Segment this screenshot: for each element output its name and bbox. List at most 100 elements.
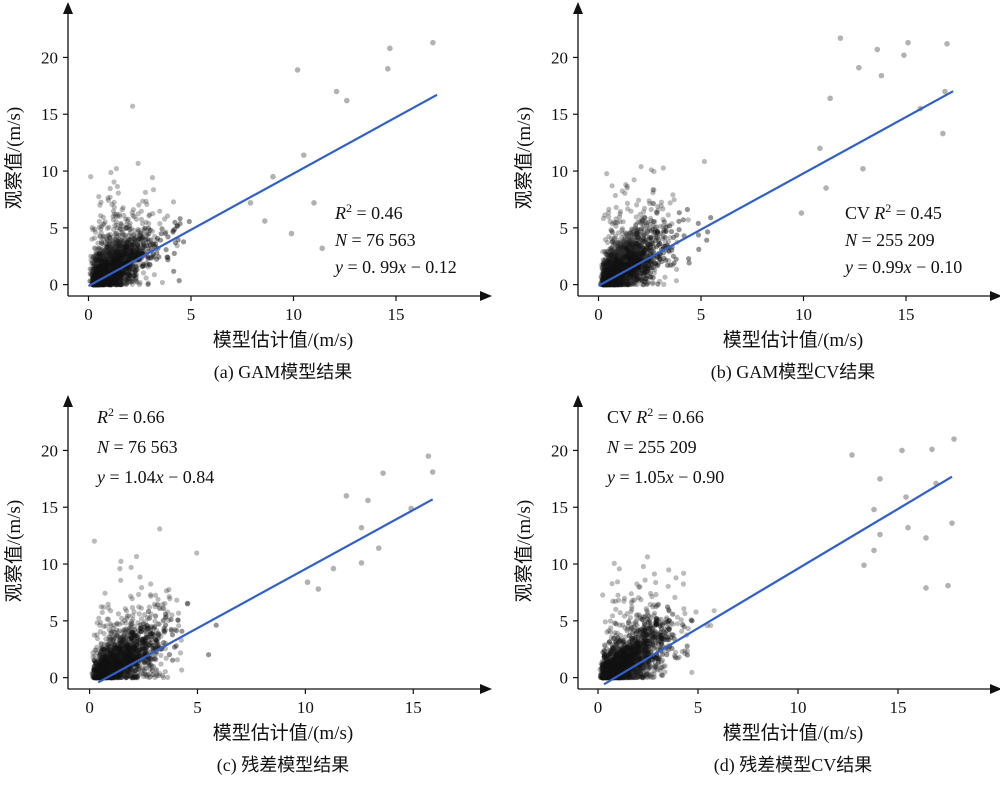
- scatter-point: [128, 667, 134, 673]
- scatter-point: [629, 268, 635, 274]
- scatter-point: [96, 257, 102, 263]
- scatter-point: [113, 280, 119, 286]
- scatter-point: [604, 259, 610, 265]
- scatter-point: [625, 257, 631, 263]
- scatter-point: [103, 258, 110, 264]
- scatter-point: [637, 256, 643, 263]
- scatter-point: [99, 282, 105, 288]
- scatter-point: [117, 270, 123, 276]
- scatter-point: [160, 601, 166, 607]
- scatter-point: [633, 250, 639, 256]
- scatter-point: [127, 646, 133, 652]
- scatter-point: [122, 656, 128, 663]
- scatter-point: [112, 674, 118, 680]
- scatter-point: [147, 261, 153, 267]
- scatter-point: [98, 670, 104, 677]
- scatter-point: [613, 279, 619, 285]
- scatter-point: [117, 259, 123, 265]
- scatter-point: [612, 254, 618, 260]
- scatter-point: [108, 663, 114, 669]
- scatter-point: [147, 255, 153, 261]
- scatter-point: [121, 270, 127, 276]
- scatter-point: [95, 264, 101, 271]
- scatter-point: [621, 280, 627, 287]
- scatter-point: [107, 258, 113, 264]
- scatter-point: [91, 673, 97, 679]
- scatter-point: [98, 257, 104, 263]
- scatter-point: [608, 272, 614, 278]
- scatter-point: [606, 267, 612, 273]
- scatter-point: [618, 254, 625, 260]
- scatter-point: [605, 239, 611, 246]
- scatter-point: [109, 258, 115, 265]
- scatter-point: [105, 267, 112, 273]
- scatter-point: [617, 219, 623, 225]
- scatter-point: [120, 259, 126, 266]
- scatter-point: [608, 265, 614, 271]
- scatter-point: [104, 278, 110, 284]
- scatter-point: [106, 261, 113, 267]
- scatter-point: [645, 279, 651, 285]
- scatter-point: [622, 252, 628, 258]
- scatter-point: [132, 267, 138, 273]
- scatter-point: [96, 615, 102, 621]
- scatter-point: [119, 269, 126, 275]
- scatter-point: [625, 253, 631, 260]
- scatter-point: [608, 260, 614, 266]
- scatter-point: [158, 231, 164, 237]
- scatter-point: [605, 251, 612, 257]
- scatter-point: [603, 271, 609, 277]
- scatter-point: [123, 248, 130, 254]
- scatter-point: [641, 232, 647, 238]
- scatter-point: [102, 265, 108, 271]
- scatter-point: [95, 266, 101, 272]
- scatter-point: [134, 267, 140, 273]
- scatter-point: [613, 278, 619, 284]
- scatter-point: [130, 103, 136, 109]
- scatter-point: [96, 665, 102, 671]
- scatter-point: [644, 281, 650, 287]
- scatter-point: [93, 274, 99, 280]
- scatter-point: [103, 671, 109, 677]
- scatter-point: [635, 243, 641, 249]
- scatter-point: [98, 670, 104, 676]
- scatter-point: [92, 271, 98, 278]
- scatter-point: [643, 244, 649, 250]
- scatter-point: [637, 231, 643, 238]
- scatter-point: [110, 281, 116, 287]
- scatter-point: [123, 253, 129, 259]
- scatter-point: [95, 282, 101, 288]
- scatter-point: [609, 269, 615, 275]
- scatter-point: [643, 271, 649, 277]
- scatter-point: [92, 274, 98, 280]
- scatter-point: [92, 261, 98, 267]
- scatter-point: [127, 220, 133, 226]
- scatter-point: [154, 235, 161, 241]
- scatter-point: [617, 261, 623, 267]
- scatter-point: [112, 666, 118, 673]
- scatter-point: [91, 261, 97, 267]
- scatter-point: [609, 239, 615, 245]
- scatter-point: [95, 246, 101, 252]
- scatter-point: [103, 253, 109, 259]
- scatter-point: [170, 228, 176, 234]
- scatter-point: [653, 233, 659, 239]
- scatter-point: [608, 262, 614, 268]
- scatter-point: [615, 267, 621, 273]
- scatter-point: [101, 281, 107, 287]
- scatter-point: [107, 669, 113, 675]
- scatter-point: [108, 651, 114, 657]
- scatter-point: [100, 258, 106, 264]
- scatter-point: [113, 652, 119, 658]
- scatter-point: [98, 268, 104, 274]
- scatter-point: [122, 242, 128, 248]
- scatter-point: [624, 278, 630, 285]
- scatter-point: [110, 260, 117, 266]
- scatter-point: [99, 280, 105, 287]
- scatter-point: [140, 246, 146, 252]
- scatter-point: [91, 674, 97, 680]
- scatter-point: [618, 275, 624, 281]
- scatter-point: [112, 254, 118, 260]
- scatter-point: [632, 281, 638, 287]
- scatter-point: [151, 254, 157, 260]
